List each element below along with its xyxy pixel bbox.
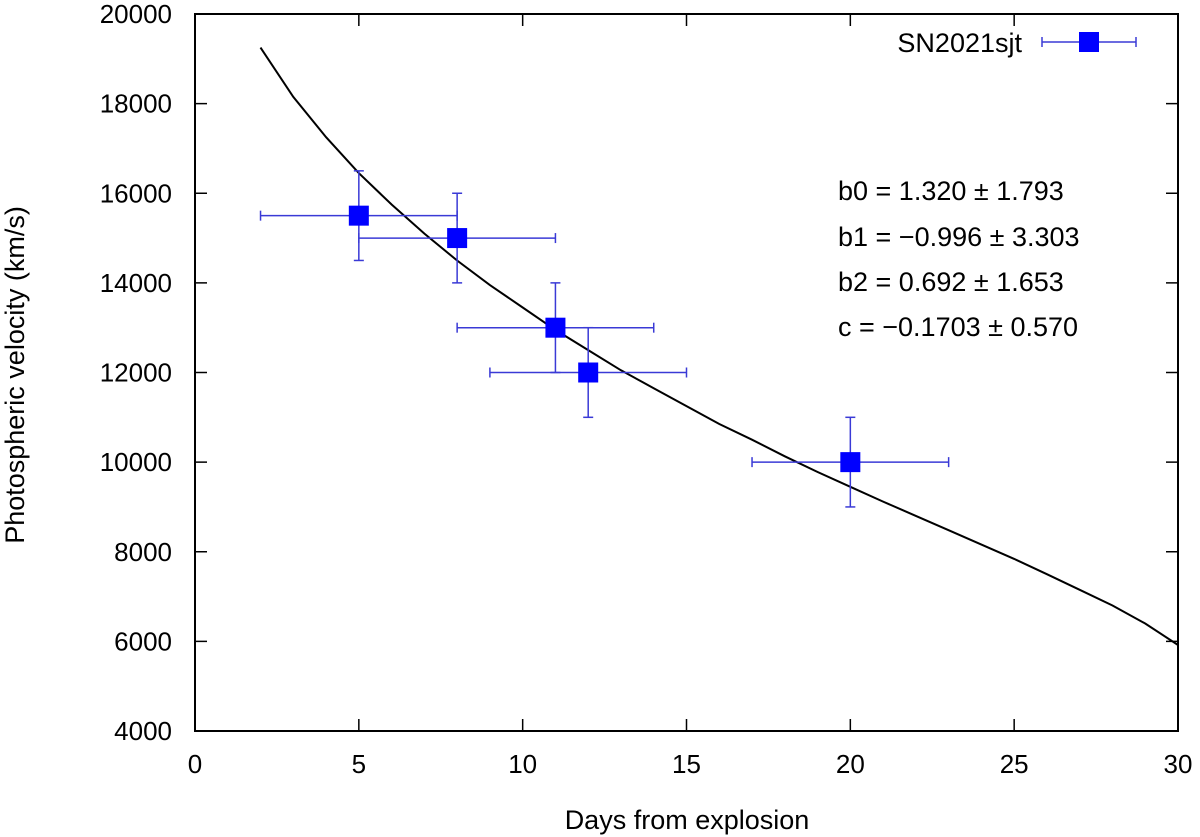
fit-curve <box>259 47 1179 646</box>
square-marker <box>840 452 861 473</box>
fit-curve-layer <box>259 47 1179 646</box>
x-tick-label: 10 <box>508 749 537 779</box>
fit-param-b0: b0 = 1.320 ± 1.793 <box>838 176 1064 206</box>
y-tick-label: 20000 <box>100 0 172 29</box>
fit-parameters: b0 = 1.320 ± 1.793 b1 = −0.996 ± 3.303 b… <box>838 176 1080 342</box>
square-marker <box>578 362 599 383</box>
data-point <box>358 192 557 284</box>
square-marker <box>545 317 566 338</box>
y-tick-label: 18000 <box>100 89 172 119</box>
y-tick-label: 16000 <box>100 178 172 208</box>
fit-param-b1: b1 = −0.996 ± 3.303 <box>838 222 1080 252</box>
legend-square-marker <box>1079 32 1099 52</box>
x-tick-label: 30 <box>1164 749 1193 779</box>
x-tick-label: 25 <box>1000 749 1029 779</box>
y-tick-label: 8000 <box>114 537 172 567</box>
data-point <box>751 416 950 508</box>
x-axis-label: Days from explosion <box>565 805 810 835</box>
y-tick-label: 4000 <box>114 716 172 746</box>
y-tick-label: 6000 <box>114 626 172 656</box>
x-tick-label: 20 <box>836 749 865 779</box>
square-marker <box>447 228 468 249</box>
fit-param-b2: b2 = 0.692 ± 1.653 <box>838 267 1064 297</box>
x-tick-label: 0 <box>188 749 202 779</box>
y-tick-label: 14000 <box>100 268 172 298</box>
legend-marker <box>1041 32 1137 52</box>
data-point <box>259 170 458 262</box>
data-point <box>489 326 688 419</box>
legend-label: SN2021sjt <box>897 28 1022 58</box>
ticks-layer <box>194 13 1179 732</box>
data-point <box>456 282 655 374</box>
y-tick-label: 10000 <box>100 447 172 477</box>
square-marker <box>348 205 369 226</box>
y-tick-label: 12000 <box>100 358 172 388</box>
fit-param-c: c = −0.1703 ± 0.570 <box>838 312 1078 342</box>
legend: SN2021sjt <box>897 28 1137 58</box>
y-axis-label: Photospheric velocity (km/s) <box>0 206 30 544</box>
y-tick-labels: 4000 6000 8000 10000 12000 14000 16000 18000 200… <box>100 0 172 746</box>
x-tick-label: 15 <box>672 749 701 779</box>
data-points-layer <box>259 170 950 508</box>
x-tick-label: 5 <box>352 749 366 779</box>
x-tick-labels: 0 5 10 15 20 25 30 <box>188 749 1193 779</box>
